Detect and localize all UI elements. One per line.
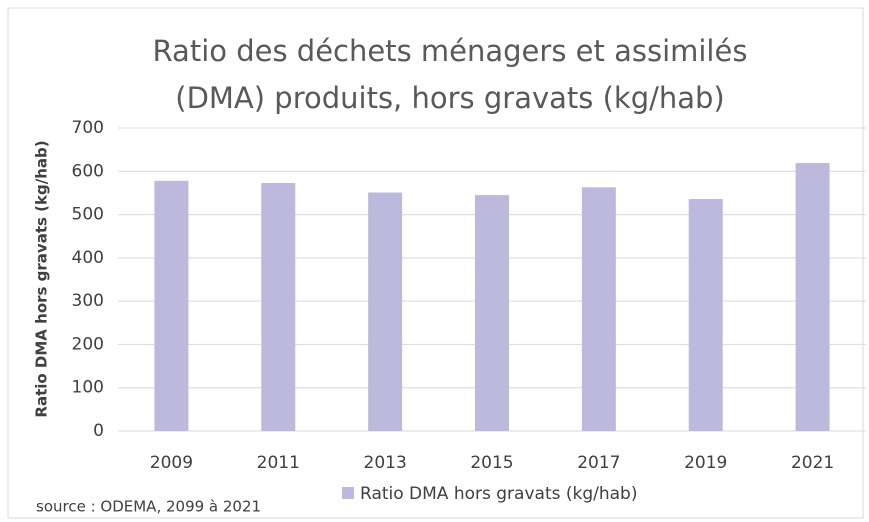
x-tick-label: 2013 — [364, 453, 407, 473]
y-tick-label: 0 — [93, 421, 104, 441]
bar — [795, 163, 830, 431]
x-tick-label: 2011 — [257, 453, 300, 473]
bar — [261, 182, 296, 431]
source: source : ODEMA, 2099 à 2021 — [36, 498, 261, 516]
x-tick-label: 2015 — [470, 453, 513, 473]
y-axis-label: Ratio DMA hors gravats (kg/hab) — [33, 140, 51, 417]
legend-label: Ratio DMA hors gravats (kg/hab) — [360, 484, 637, 504]
legend-swatch — [342, 487, 354, 499]
x-tick-label: 2009 — [150, 453, 193, 473]
bar — [154, 180, 189, 431]
y-tick-label: 500 — [72, 205, 104, 225]
chart-title: Ratio des déchets ménagers et assimilés … — [152, 34, 748, 115]
bar — [368, 192, 403, 431]
y-tick-label: 700 — [72, 118, 104, 138]
y-tick-label: 300 — [72, 291, 104, 311]
chart-frame — [7, 7, 864, 519]
bar — [688, 198, 723, 431]
x-tick-label: 2017 — [577, 453, 620, 473]
x-tick-label: 2019 — [684, 453, 727, 473]
bar — [581, 187, 616, 431]
bar — [475, 195, 509, 431]
y-tick-label: 400 — [72, 248, 104, 268]
y-tick-label: 200 — [72, 334, 104, 354]
y-tick-label: 600 — [72, 161, 104, 181]
y-tick-label: 100 — [72, 378, 104, 398]
x-tick-label: 2021 — [791, 453, 834, 473]
